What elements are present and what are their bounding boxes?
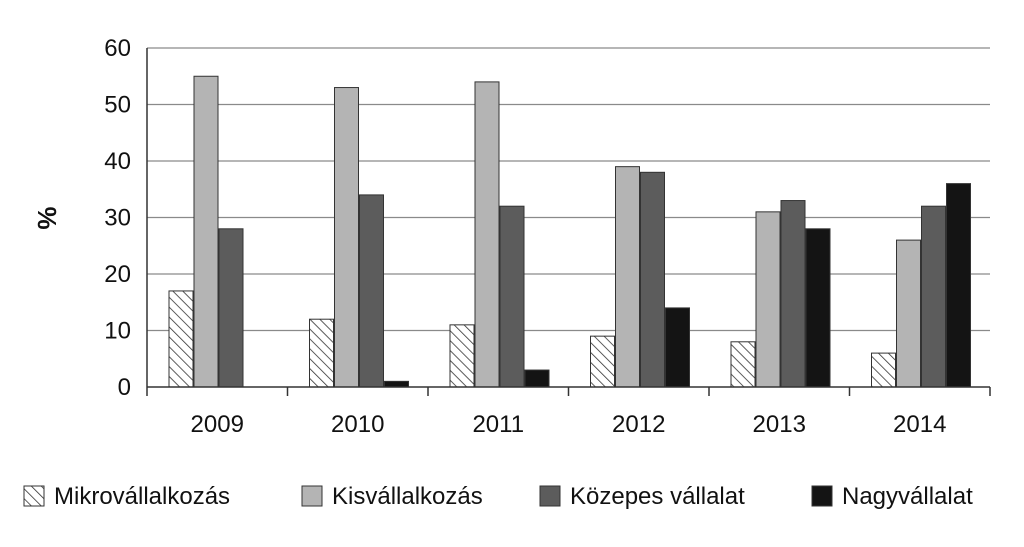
- bar-nagyv-llalat-2011: [524, 369, 550, 388]
- y-tick-label: 20: [104, 261, 131, 288]
- bar-mikrov-llalkoz-s-2013: [730, 341, 756, 388]
- x-tick-label: 2011: [472, 411, 524, 438]
- y-tick-label: 0: [118, 374, 131, 401]
- legend: Mikrovállalkozás Kisvállalkozás Közepes vá…: [23, 483, 973, 510]
- legend-label: Közepes vállalat: [570, 483, 745, 510]
- bars: [168, 75, 971, 388]
- x-tick-label: 2014: [893, 411, 946, 438]
- bar-mikrov-llalkoz-s-2010: [309, 318, 334, 388]
- legend-swatch: [811, 485, 833, 507]
- y-axis-title: %: [32, 206, 62, 229]
- gridlines: [147, 47, 990, 332]
- legend-label: Kisvállalkozás: [332, 483, 483, 510]
- bar-nagyv-llalat-2014: [946, 183, 971, 388]
- bar-k-zepes-v-llalat-2011: [499, 205, 525, 388]
- legend-swatch: [301, 485, 323, 507]
- legend-swatch: [539, 485, 561, 507]
- axes: [146, 48, 991, 396]
- bar-nagyv-llalat-2013: [805, 228, 831, 388]
- x-tick-labels: 2009 2010 2011 2012 2013 2014: [191, 411, 947, 438]
- y-tick-label: 50: [104, 92, 131, 119]
- bar-mikrov-llalkoz-s-2012: [590, 335, 615, 388]
- bar-k-zepes-v-llalat-2012: [640, 171, 665, 388]
- bar-mikrov-llalkoz-s-2014: [871, 352, 896, 388]
- bar-mikrov-llalkoz-s-2009: [168, 290, 194, 388]
- legend-label: Mikrovállalkozás: [54, 483, 230, 510]
- bar-kisv-llalkoz-s-2010: [334, 87, 359, 388]
- bar-k-zepes-v-llalat-2013: [780, 200, 806, 388]
- y-tick-labels: 0 10 20 30 40 50 60: [104, 35, 131, 401]
- bar-nagyv-llalat-2010: [384, 380, 409, 388]
- bar-k-zepes-v-llalat-2009: [218, 228, 244, 388]
- x-tick-label: 2009: [191, 411, 244, 438]
- x-tick-label: 2013: [753, 411, 806, 438]
- x-tick-label: 2010: [331, 411, 384, 438]
- legend-label: Nagyvállalat: [842, 483, 973, 510]
- y-tick-label: 30: [104, 205, 131, 232]
- legend-swatch: [23, 485, 45, 507]
- bar-kisv-llalkoz-s-2013: [755, 211, 781, 388]
- y-tick-label: 40: [104, 148, 131, 175]
- bar-kisv-llalkoz-s-2011: [474, 81, 500, 388]
- y-tick-label: 10: [104, 318, 131, 345]
- bar-nagyv-llalat-2012: [665, 307, 690, 388]
- bar-k-zepes-v-llalat-2010: [359, 194, 384, 388]
- y-tick-label: 60: [104, 35, 131, 62]
- bar-kisv-llalkoz-s-2009: [193, 75, 219, 388]
- bar-mikrov-llalkoz-s-2011: [449, 324, 475, 388]
- bar-kisv-llalkoz-s-2014: [896, 239, 921, 388]
- x-tick-label: 2012: [612, 411, 665, 438]
- bar-k-zepes-v-llalat-2014: [921, 205, 946, 388]
- bar-kisv-llalkoz-s-2012: [615, 166, 640, 388]
